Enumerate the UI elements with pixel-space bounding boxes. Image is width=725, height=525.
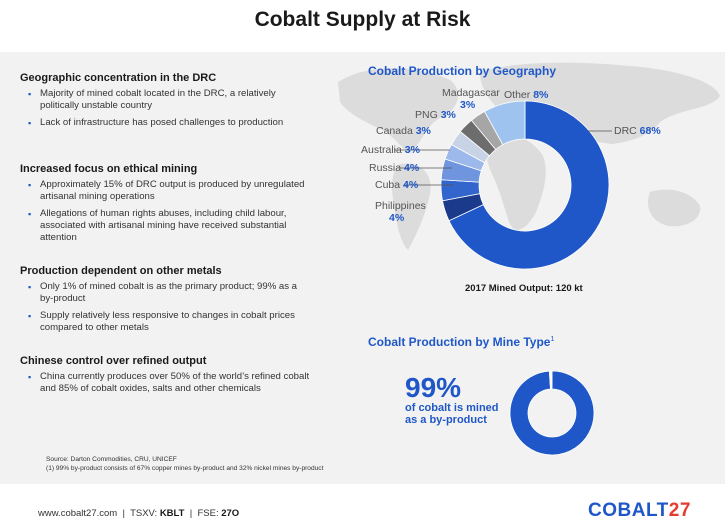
label-russia: Russia 4% [369,162,420,174]
section-production-dependent: Production dependent on other metals Onl… [20,265,310,339]
bullet-item: Allegations of human rights abuses, incl… [20,208,310,244]
geo-donut-chart [440,100,610,270]
label-drc: DRC 68% [614,125,661,137]
label-madagascar: Madagascar [442,87,500,99]
mine-slice-primary-product [548,370,553,390]
by-product-caption: of cobalt is mined as a by-product [405,402,499,426]
bullet-item: Only 1% of mined cobalt is as the primar… [20,281,310,305]
label-philippines-value: 4% [389,212,405,224]
section-geographic-concentration: Geographic concentration in the DRC Majo… [20,72,310,134]
source-notes: Source: Darton Commodities, CRU, UNICEF … [46,456,324,472]
cobalt27-logo: COBALT27 [588,500,691,521]
section-heading: Geographic concentration in the DRC [20,72,217,84]
label-png: PNG 3% [415,109,456,121]
bullet-item: Majority of mined cobalt located in the … [20,88,310,112]
label-philippines: Philippines [375,200,426,212]
bullet-item: Supply relatively less responsive to cha… [20,310,310,334]
label-other: Other 8% [504,89,549,101]
geo-slice-drc [448,100,610,270]
section-heading: Increased focus on ethical mining [20,163,198,175]
page-title: Cobalt Supply at Risk [254,8,471,31]
mine-type-donut-chart [509,370,595,456]
content-panel: Geographic concentration in the DRC Majo… [0,52,725,484]
section-chinese-control: Chinese control over refined output Chin… [20,355,310,400]
geo-chart-title: Cobalt Production by Geography [368,64,557,78]
mine-chart-title: Cobalt Production by Mine Type1 [368,335,555,349]
bullet-item: Lack of infrastructure has posed challen… [20,117,310,129]
section-ethical-mining: Increased focus on ethical mining Approx… [20,163,310,249]
footer-bar: www.cobalt27.com | TSXV: KBLT | FSE: 27O [38,508,240,519]
label-canada: Canada 3% [376,125,431,137]
label-madagascar-value: 3% [460,99,476,111]
bullet-item: China currently produces over 50% of the… [20,371,310,395]
bullet-item: Approximately 15% of DRC output is produ… [20,179,310,203]
website-link[interactable]: www.cobalt27.com [38,508,118,519]
mined-output-label: 2017 Mined Output: 120 kt [465,283,583,294]
geo-slice-other [483,100,526,146]
mine-slice-by-product [509,370,595,456]
section-heading: Production dependent on other metals [20,265,222,277]
section-heading: Chinese control over refined output [20,355,207,367]
by-product-percentage: 99% [405,372,462,403]
label-cuba: Cuba 4% [375,179,419,191]
label-australia: Australia 3% [361,144,420,156]
